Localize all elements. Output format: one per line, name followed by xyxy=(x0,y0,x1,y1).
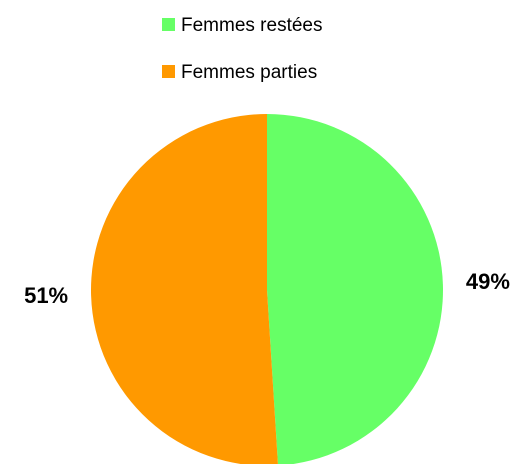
legend-swatch xyxy=(162,18,175,31)
legend-swatch xyxy=(162,65,175,78)
pie-slice xyxy=(91,114,278,464)
legend-label: Femmes parties xyxy=(181,62,317,83)
data-label: 49% xyxy=(466,269,510,294)
data-label: 51% xyxy=(24,283,68,308)
legend-label: Femmes restées xyxy=(181,15,322,36)
pie-slice xyxy=(267,114,443,464)
